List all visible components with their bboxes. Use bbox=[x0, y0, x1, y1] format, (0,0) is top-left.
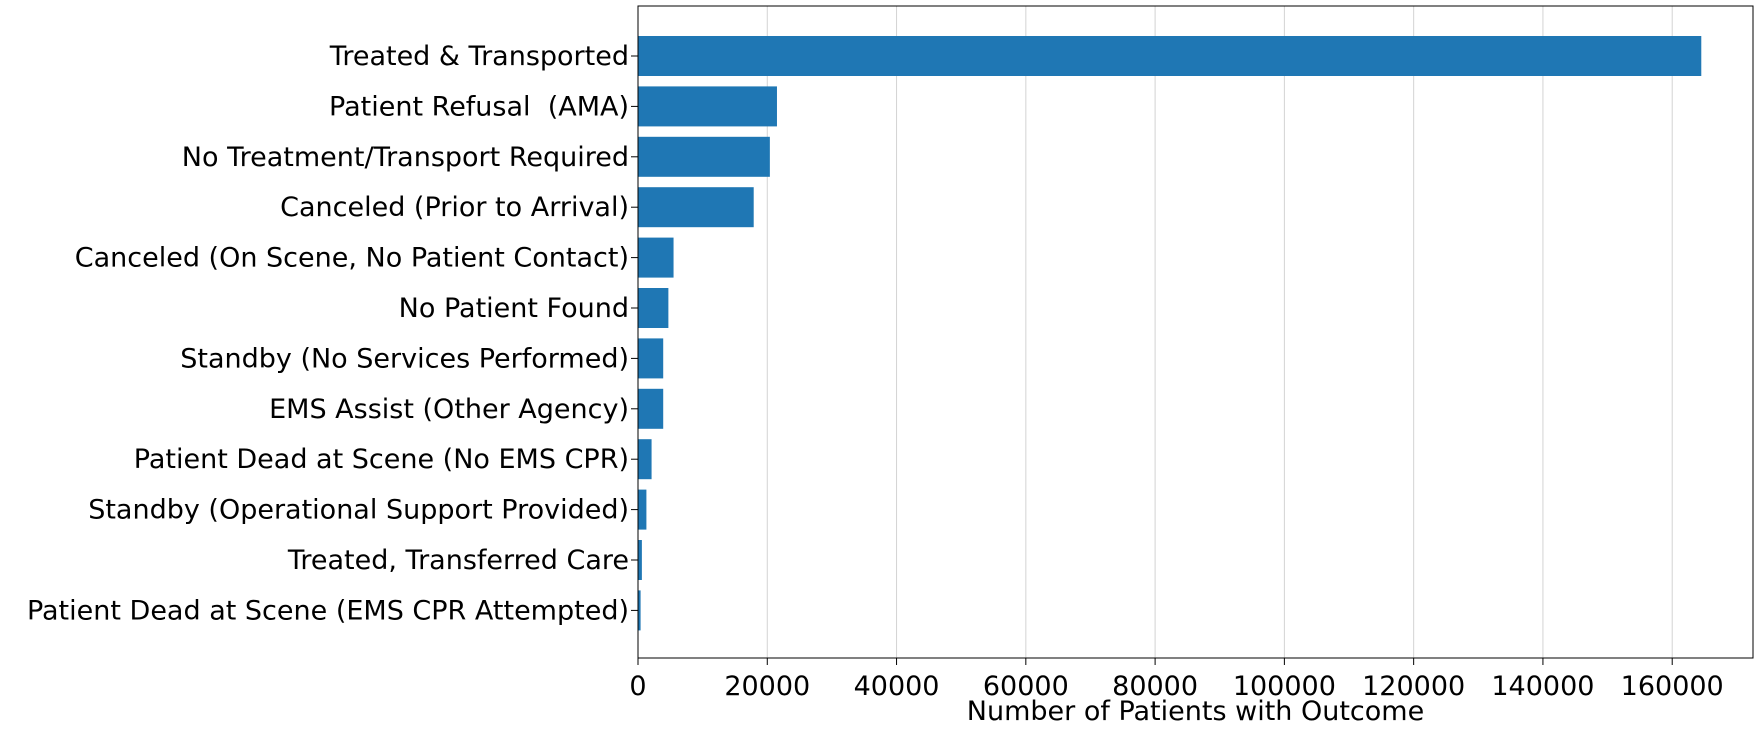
x-tick-label: 80000 bbox=[1112, 671, 1198, 702]
bar bbox=[638, 86, 777, 127]
bar bbox=[638, 288, 669, 328]
x-tick-label: 40000 bbox=[854, 671, 940, 702]
category-label: No Treatment/Transport Required bbox=[182, 142, 629, 173]
category-label: Treated & Transported bbox=[329, 41, 629, 72]
x-tick-label: 160000 bbox=[1621, 671, 1724, 702]
bar bbox=[638, 136, 770, 177]
bar bbox=[638, 388, 664, 429]
category-label: Canceled (Prior to Arrival) bbox=[280, 192, 629, 223]
bar bbox=[638, 187, 754, 228]
category-label: EMS Assist (Other Agency) bbox=[269, 394, 629, 425]
bars bbox=[638, 36, 1702, 631]
x-tick-label: 100000 bbox=[1233, 671, 1336, 702]
bar bbox=[638, 439, 652, 480]
grid-lines bbox=[637, 6, 1673, 658]
bar bbox=[638, 590, 641, 631]
x-tick-labels: 0 20000 40000 60000 80000 100000 120000 140000 1… bbox=[629, 658, 1724, 702]
category-label: Patient Refusal (AMA) bbox=[329, 91, 629, 122]
bar bbox=[638, 237, 674, 278]
category-label: No Patient Found bbox=[399, 293, 629, 324]
x-tick-label: 140000 bbox=[1491, 671, 1594, 702]
category-label: Standby (Operational Support Provided) bbox=[88, 495, 629, 526]
bar bbox=[638, 540, 642, 580]
bar bbox=[638, 489, 647, 530]
x-tick-label: 60000 bbox=[983, 671, 1069, 702]
x-tick-label: 20000 bbox=[724, 671, 810, 702]
bar bbox=[638, 36, 1702, 76]
x-tick-label: 0 bbox=[629, 671, 646, 702]
category-label: Patient Dead at Scene (No EMS CPR) bbox=[134, 444, 629, 475]
category-label: Canceled (On Scene, No Patient Contact) bbox=[75, 243, 629, 274]
category-label: Patient Dead at Scene (EMS CPR Attempted… bbox=[27, 595, 629, 626]
plot-frame bbox=[637, 5, 1754, 659]
bar bbox=[638, 338, 664, 379]
category-label: Standby (No Services Performed) bbox=[180, 343, 629, 374]
y-tick-labels: Treated & Transported Patient Refusal (AM… bbox=[27, 41, 638, 626]
x-axis-title: Number of Patients with Outcome bbox=[967, 696, 1424, 727]
x-tick-label: 120000 bbox=[1362, 671, 1465, 702]
category-label: Treated, Transferred Care bbox=[287, 545, 629, 576]
